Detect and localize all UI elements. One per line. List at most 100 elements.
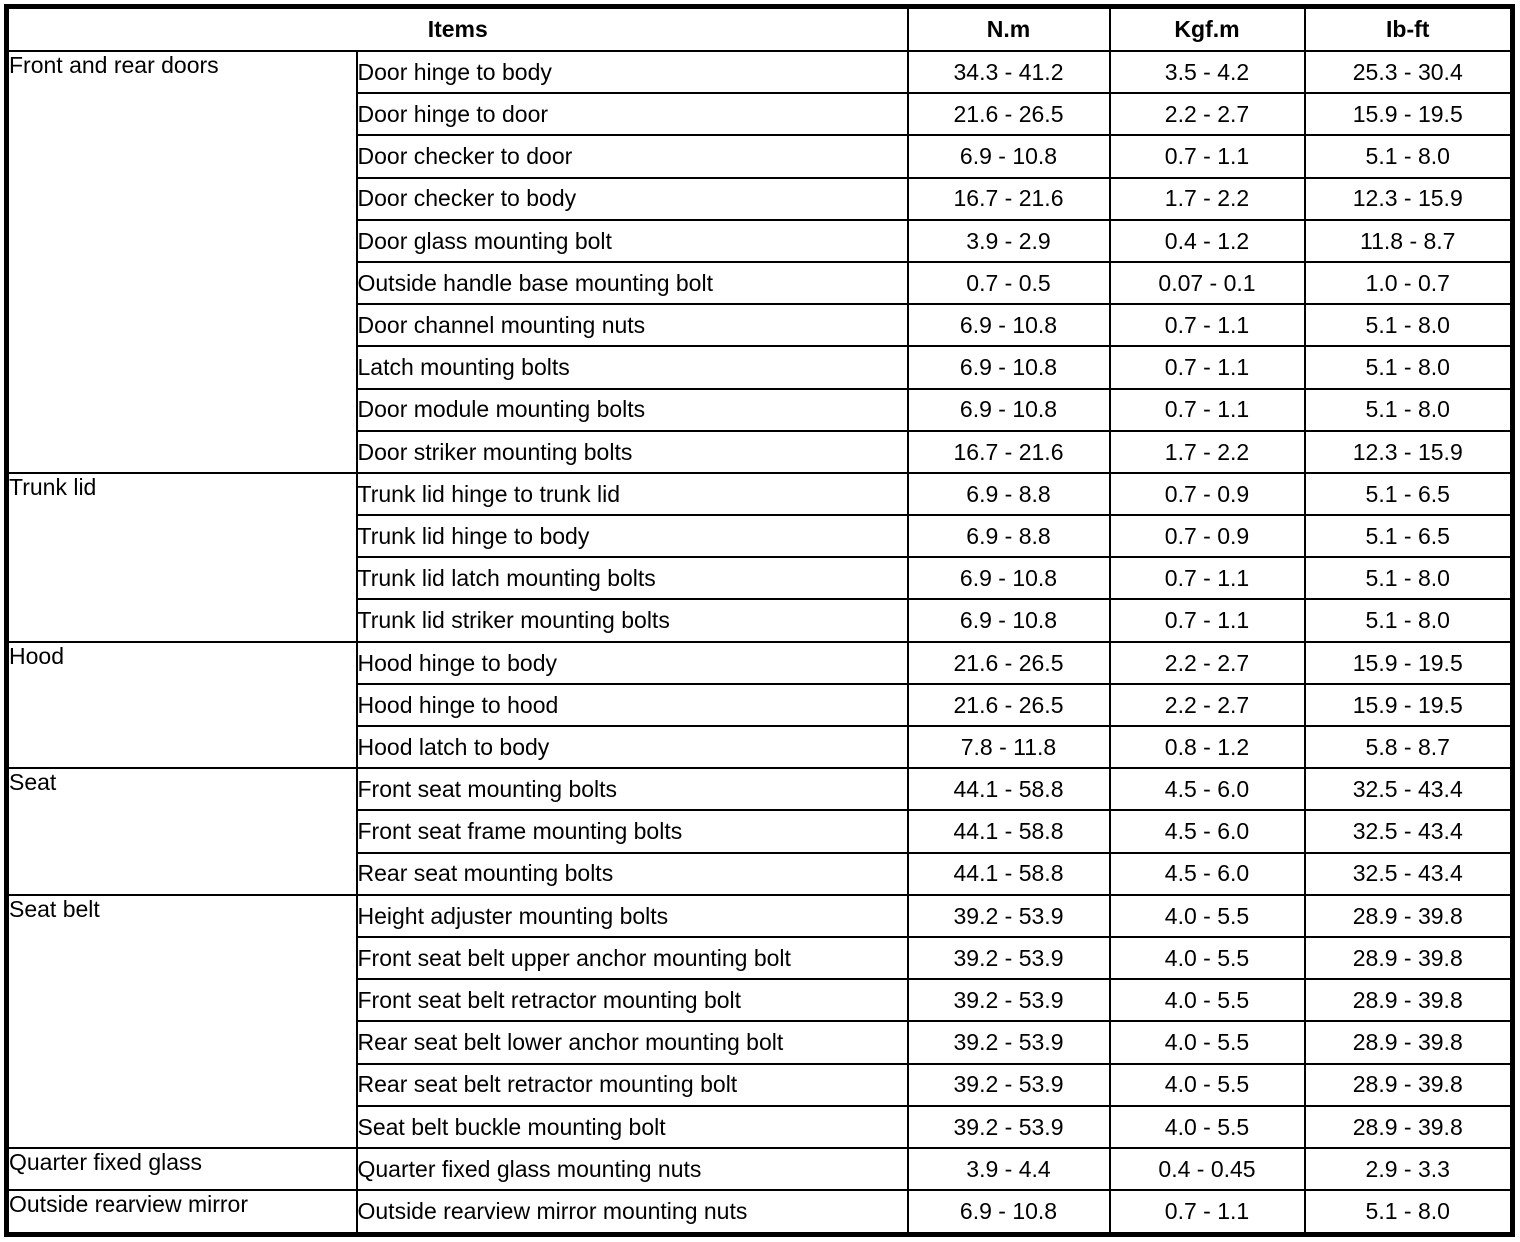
value-cell-kgfm: 4.0 - 5.5 xyxy=(1108,1104,1306,1149)
item-cell: Door checker to body xyxy=(355,176,909,221)
table-row: Hood Hood hinge to body 21.6 - 26.5 2.2 - 2… xyxy=(5,640,1514,770)
table-row: Front seat frame mounting bolts 44.1 - 58… xyxy=(7,809,1514,854)
value-cell-nm: 16.7 - 21.6 xyxy=(906,429,1111,474)
table-row: Front and rear doors Door hinge to body 34… xyxy=(5,49,1514,474)
table-row: Door checker to body 16.7 - 21.6 1.7 - 2.2… xyxy=(7,176,1514,221)
item-cell: Front seat frame mounting bolts xyxy=(355,809,909,854)
column-header-items: Items xyxy=(5,5,909,52)
table-row: Door channel mounting nuts 6.9 - 10.8 0.7 … xyxy=(7,303,1514,348)
item-cell: Trunk lid striker mounting bolts xyxy=(355,598,909,643)
value-cell-kgfm: 4.5 - 6.0 xyxy=(1108,767,1306,812)
item-cell: Quarter fixed glass mounting nuts xyxy=(355,1146,909,1192)
value-cell-kgfm: 0.7 - 0.9 xyxy=(1108,471,1306,517)
value-cell-nm: 6.9 - 10.8 xyxy=(906,598,1111,643)
value-cell-kgfm: 0.7 - 1.1 xyxy=(1108,345,1306,390)
value-cell-lbft: 12.3 - 15.9 xyxy=(1303,176,1514,221)
value-cell-nm: 6.9 - 10.8 xyxy=(906,303,1111,348)
value-cell-kgfm: 2.2 - 2.7 xyxy=(1108,92,1306,137)
value-cell-nm: 44.1 - 58.8 xyxy=(906,851,1111,896)
value-cell-kgfm: 0.7 - 1.1 xyxy=(1108,556,1306,601)
table-row: Rear seat belt retractor mounting bolt 39… xyxy=(7,1062,1514,1107)
group-cell: Seat xyxy=(5,767,358,896)
value-cell-lbft: 5.1 - 8.0 xyxy=(1303,345,1514,390)
table-row: Trunk lid latch mounting bolts 6.9 - 10.8… xyxy=(7,556,1514,601)
table-row: Trunk lid striker mounting bolts 6.9 - 10… xyxy=(7,598,1514,643)
value-cell-lbft: 28.9 - 39.8 xyxy=(1303,935,1514,981)
item-cell: Latch mounting bolts xyxy=(355,345,909,390)
value-cell-lbft: 28.9 - 39.8 xyxy=(1303,1104,1514,1149)
item-cell: Seat belt buckle mounting bolt xyxy=(355,1104,909,1149)
column-header-nm: N.m xyxy=(906,5,1111,52)
item-cell: Door checker to door xyxy=(355,134,909,179)
value-cell-kgfm: 2.2 - 2.7 xyxy=(1108,682,1306,728)
value-cell-nm: 44.1 - 58.8 xyxy=(906,767,1111,812)
item-cell: Door hinge to body xyxy=(355,49,909,95)
table-row: Outside handle base mounting bolt 0.7 - 0… xyxy=(7,260,1514,306)
value-cell-lbft: 32.5 - 43.4 xyxy=(1303,851,1514,896)
item-cell: Outside rearview mirror mounting nuts xyxy=(355,1189,909,1236)
value-cell-lbft: 32.5 - 43.4 xyxy=(1303,809,1514,854)
item-cell: Hood hinge to hood xyxy=(355,682,909,728)
value-cell-lbft: 28.9 - 39.8 xyxy=(1303,978,1514,1023)
group-cell: Trunk lid xyxy=(5,471,358,643)
value-cell-nm: 6.9 - 10.8 xyxy=(906,387,1111,432)
item-cell: Front seat mounting bolts xyxy=(355,767,909,812)
value-cell-kgfm: 4.0 - 5.5 xyxy=(1108,1020,1306,1065)
value-cell-nm: 21.6 - 26.5 xyxy=(906,640,1111,685)
value-cell-lbft: 5.1 - 6.5 xyxy=(1303,514,1514,559)
value-cell-kgfm: 0.4 - 0.45 xyxy=(1108,1146,1306,1192)
header-row: Items N.m Kgf.m Ib-ft xyxy=(5,5,1514,52)
value-cell-kgfm: 2.2 - 2.7 xyxy=(1108,640,1306,685)
value-cell-kgfm: 0.4 - 1.2 xyxy=(1108,218,1306,263)
value-cell-kgfm: 0.7 - 1.1 xyxy=(1108,387,1306,432)
table-row: Seat belt buckle mounting bolt 39.2 - 53.… xyxy=(7,1104,1514,1149)
value-cell-lbft: 15.9 - 19.5 xyxy=(1303,682,1514,728)
value-cell-lbft: 28.9 - 39.8 xyxy=(1303,1020,1514,1065)
value-cell-kgfm: 4.0 - 5.5 xyxy=(1108,1062,1306,1107)
value-cell-kgfm: 4.0 - 5.5 xyxy=(1108,935,1306,981)
table-body: Front and rear doors Door hinge to body 34… xyxy=(5,49,1514,1236)
value-cell-lbft: 15.9 - 19.5 xyxy=(1303,92,1514,137)
item-cell: Door module mounting bolts xyxy=(355,387,909,432)
table-row: Hood hinge to hood 21.6 - 26.5 2.2 - 2.7 15… xyxy=(7,682,1514,728)
value-cell-kgfm: 1.7 - 2.2 xyxy=(1108,429,1306,474)
column-header-lbft: Ib-ft xyxy=(1303,5,1514,52)
value-cell-nm: 39.2 - 53.9 xyxy=(906,935,1111,981)
item-cell: Rear seat mounting bolts xyxy=(355,851,909,896)
value-cell-kgfm: 4.5 - 6.0 xyxy=(1108,809,1306,854)
value-cell-nm: 39.2 - 53.9 xyxy=(906,978,1111,1023)
value-cell-lbft: 5.1 - 8.0 xyxy=(1303,134,1514,179)
value-cell-nm: 39.2 - 53.9 xyxy=(906,893,1111,938)
value-cell-lbft: 28.9 - 39.8 xyxy=(1303,1062,1514,1107)
value-cell-kgfm: 0.7 - 1.1 xyxy=(1108,134,1306,179)
item-cell: Door striker mounting bolts xyxy=(355,429,909,474)
value-cell-nm: 6.9 - 10.8 xyxy=(906,1189,1111,1236)
value-cell-lbft: 28.9 - 39.8 xyxy=(1303,893,1514,938)
value-cell-nm: 44.1 - 58.8 xyxy=(906,809,1111,854)
table-header: Items N.m Kgf.m Ib-ft xyxy=(5,5,1514,52)
table-row: Door striker mounting bolts 16.7 - 21.6 1.… xyxy=(7,429,1514,474)
value-cell-nm: 6.9 - 10.8 xyxy=(906,345,1111,390)
table-row: Door glass mounting bolt 3.9 - 2.9 0.4 - 1… xyxy=(7,218,1514,263)
value-cell-nm: 39.2 - 53.9 xyxy=(906,1104,1111,1149)
value-cell-lbft: 15.9 - 19.5 xyxy=(1303,640,1514,685)
value-cell-lbft: 5.1 - 8.0 xyxy=(1303,598,1514,643)
item-cell: Door channel mounting nuts xyxy=(355,303,909,348)
value-cell-nm: 21.6 - 26.5 xyxy=(906,92,1111,137)
item-cell: Front seat belt retractor mounting bolt xyxy=(355,978,909,1023)
group-cell: Seat belt xyxy=(5,893,358,1149)
value-cell-lbft: 12.3 - 15.9 xyxy=(1303,429,1514,474)
table-row: Front seat belt retractor mounting bolt 3… xyxy=(7,978,1514,1023)
table-row: Outside rearview mirror Outside rearview … xyxy=(5,1189,1514,1236)
table-row: Door module mounting bolts 6.9 - 10.8 0.7 … xyxy=(7,387,1514,432)
value-cell-nm: 6.9 - 8.8 xyxy=(906,471,1111,517)
value-cell-nm: 34.3 - 41.2 xyxy=(906,49,1111,95)
value-cell-lbft: 11.8 - 8.7 xyxy=(1303,218,1514,263)
value-cell-lbft: 5.1 - 6.5 xyxy=(1303,471,1514,517)
value-cell-lbft: 5.1 - 8.0 xyxy=(1303,387,1514,432)
value-cell-kgfm: 0.7 - 1.1 xyxy=(1108,598,1306,643)
value-cell-kgfm: 4.0 - 5.5 xyxy=(1108,978,1306,1023)
value-cell-kgfm: 4.0 - 5.5 xyxy=(1108,893,1306,938)
value-cell-nm: 7.8 - 11.8 xyxy=(906,724,1111,770)
